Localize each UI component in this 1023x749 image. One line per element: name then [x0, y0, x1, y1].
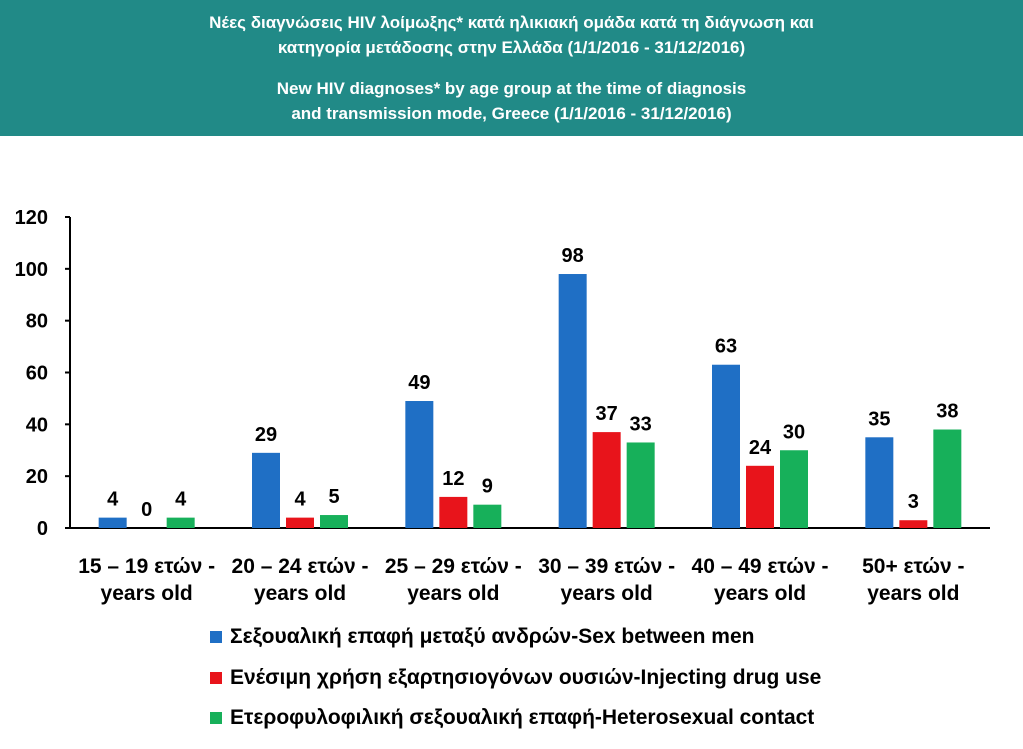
bar [166, 517, 195, 528]
title-greek-line-2: κατηγορία μετάδοσης στην Ελλάδα (1/1/201… [277, 38, 746, 57]
data-label: 0 [141, 499, 152, 521]
data-label: 4 [107, 489, 119, 511]
bar [252, 452, 280, 528]
legend-label-msm: Σεξουαλική επαφή μεταξύ ανδρών-Sex betwe… [230, 625, 755, 648]
x-category-label: years old [714, 582, 806, 605]
bar [286, 517, 314, 528]
data-label: 37 [596, 403, 618, 425]
data-label: 35 [868, 408, 890, 430]
bar [865, 437, 894, 528]
data-label: 4 [294, 489, 306, 511]
data-label: 3 [908, 491, 919, 513]
data-label: 63 [715, 336, 737, 358]
x-category-label: 30 – 39 ετών - [538, 555, 675, 578]
y-tick-label: 60 [26, 363, 48, 385]
x-category-label: years old [867, 582, 959, 605]
y-tick-label: 120 [15, 207, 48, 229]
bar [626, 442, 655, 528]
bar [899, 520, 928, 528]
x-category-label: years old [561, 582, 653, 605]
data-label: 38 [936, 401, 958, 423]
legend-swatch-msm [210, 631, 222, 643]
data-label: 9 [482, 476, 493, 498]
x-category-label: 40 – 49 ετών - [692, 555, 829, 578]
x-category-label: 15 – 19 ετών - [78, 555, 215, 578]
legend-item-msm: Σεξουαλική επαφή μεταξύ ανδρών-Sex betwe… [210, 622, 754, 652]
bar [933, 429, 962, 528]
legend-label-idu: Ενέσιμη χρήση εξαρτησιογόνων ουσιών-Inje… [230, 666, 822, 689]
x-category-label: years old [407, 582, 499, 605]
y-tick-label: 100 [15, 259, 48, 281]
legend-item-hetero: Ετεροφυλοφιλική σεξουαλική επαφή-Heteros… [210, 703, 814, 733]
bar [405, 401, 434, 528]
legend-swatch-hetero [210, 712, 222, 724]
title-english-line-2: and transmission mode, Greece (1/1/2016 … [291, 104, 732, 123]
data-label: 33 [630, 413, 652, 435]
legend-label-hetero: Ετεροφυλοφιλική σεξουαλική επαφή-Heteros… [230, 706, 815, 729]
data-label: 4 [175, 489, 187, 511]
bar [746, 465, 774, 528]
bar [558, 274, 587, 528]
data-label: 12 [442, 468, 464, 490]
legend-item-idu: Ενέσιμη χρήση εξαρτησιογόνων ουσιών-Inje… [210, 663, 821, 693]
bar [592, 432, 621, 528]
bar [780, 450, 808, 528]
y-tick-label: 0 [37, 518, 48, 540]
x-category-label: years old [254, 582, 346, 605]
x-category-label: years old [101, 582, 193, 605]
title-english-line-1: New HIV diagnoses* by age group at the t… [276, 79, 747, 98]
x-category-label: 25 – 29 ετών - [385, 555, 522, 578]
bar [439, 496, 468, 528]
y-tick-label: 40 [26, 414, 48, 436]
bar [320, 515, 348, 528]
bar [712, 364, 740, 528]
bar [473, 504, 502, 528]
data-label: 30 [783, 421, 805, 443]
data-label: 98 [562, 245, 584, 267]
y-tick-label: 20 [26, 466, 48, 488]
x-category-label: 50+ ετών - [862, 555, 964, 578]
data-label: 49 [408, 372, 430, 394]
title-greek-line-1: Νέες διαγνώσεις HIV λοίμωξης* κατά ηλικι… [209, 13, 814, 32]
data-label: 24 [749, 437, 772, 459]
chart-title-banner: Νέες διαγνώσεις HIV λοίμωξης* κατά ηλικι… [0, 0, 1023, 136]
data-label: 29 [255, 424, 277, 446]
x-category-label: 20 – 24 ετών - [232, 555, 369, 578]
bar [98, 517, 127, 528]
legend-swatch-idu [210, 672, 222, 684]
y-tick-label: 80 [26, 311, 48, 333]
data-label: 5 [328, 486, 339, 508]
